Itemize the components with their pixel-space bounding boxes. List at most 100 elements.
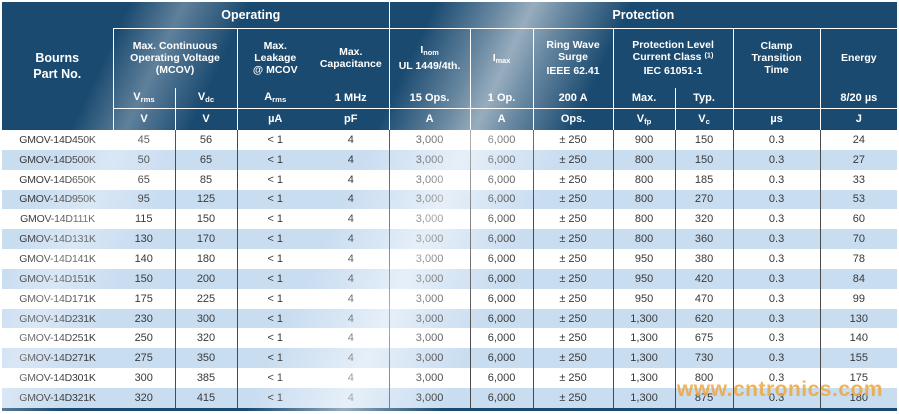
cell-ring-wave: ± 250	[532, 249, 614, 269]
subheader-vfp-max: Max.	[612, 88, 676, 108]
subheader-ring-wave: 200 A	[532, 88, 614, 108]
unit-vfp: Vfp	[612, 107, 676, 130]
cell-vdc: 385	[174, 368, 237, 388]
cell-part-no: GMOV-14D950K	[2, 189, 113, 210]
cell-capacitance: 4	[313, 387, 390, 408]
cell-vc: 380	[674, 249, 734, 269]
cell-inom: 3,000	[388, 268, 471, 289]
cell-capacitance: 4	[313, 169, 390, 190]
cell-clamp-time: 0.3	[732, 209, 821, 230]
cell-clamp-time: 0.3	[732, 308, 821, 329]
cell-vdc: 170	[174, 229, 237, 250]
cell-imax: 6,000	[469, 209, 534, 230]
cell-inom: 3,000	[388, 288, 471, 309]
inom-symbol: Inom	[420, 44, 439, 58]
header-section-row: Bourns Part No. Operating Protection	[2, 2, 898, 130]
cell-clamp-time: 0.3	[732, 288, 821, 309]
cell-ring-wave: ± 250	[532, 149, 614, 170]
cell-ring-wave: ± 250	[532, 130, 614, 150]
table-row: GMOV-14D131K 130 170 < 1 4 3,000 6,000 ±…	[2, 229, 898, 250]
cell-vdc: 180	[174, 249, 237, 269]
cell-vrms: 115	[113, 209, 175, 230]
cell-vfp: 1,300	[612, 328, 676, 349]
table-row: GMOV-14D500K 50 65 < 1 4 3,000 6,000 ± 2…	[2, 149, 898, 170]
cell-capacitance: 4	[313, 268, 390, 289]
cell-vfp: 950	[612, 268, 676, 289]
table-header: Bourns Part No. Operating Protection Max…	[2, 2, 898, 130]
cell-imax: 6,000	[469, 348, 534, 369]
cell-vc: 730	[674, 348, 734, 369]
cell-vfp: 1,300	[612, 368, 676, 388]
cell-imax: 6,000	[469, 288, 534, 309]
cell-part-no: GMOV-14D141K	[2, 249, 113, 269]
subheader-arms: Arms	[236, 88, 313, 108]
cell-arms: < 1	[236, 130, 313, 150]
cell-energy: 155	[819, 348, 898, 369]
cell-part-no: GMOV-14D301K	[2, 368, 113, 388]
subheader-capacitance: 1 MHz	[313, 88, 390, 108]
cell-inom: 3,000	[388, 348, 471, 369]
cell-clamp-time: 0.3	[732, 149, 821, 170]
header-units-row: V V µA pF A A Ops. Vfp Vc µs J	[2, 107, 898, 130]
cell-ring-wave: ± 250	[532, 169, 614, 190]
cell-imax: 6,000	[469, 149, 534, 170]
cell-vc: 420	[674, 268, 734, 289]
cell-vfp: 950	[612, 288, 676, 309]
unit-clamp: µs	[732, 107, 821, 130]
cell-vrms: 150	[113, 268, 175, 289]
cell-ring-wave: ± 250	[532, 387, 614, 408]
cell-vrms: 130	[113, 229, 175, 250]
unit-imax: A	[469, 107, 534, 130]
group-header-inom: Inom UL 1449/4th.	[388, 28, 471, 88]
cell-clamp-time: 0.3	[732, 249, 821, 269]
cell-clamp-time: 0.3	[732, 130, 821, 150]
cell-ring-wave: ± 250	[532, 348, 614, 369]
cell-vrms: 275	[113, 348, 175, 369]
cell-vrms: 65	[113, 169, 175, 190]
unit-energy: J	[819, 107, 898, 130]
cell-inom: 3,000	[388, 169, 471, 190]
cell-vdc: 200	[174, 268, 237, 289]
cell-ring-wave: ± 250	[532, 268, 614, 289]
cell-vc: 470	[674, 288, 734, 309]
cell-vc: 360	[674, 229, 734, 250]
table-row: GMOV-14D251K 250 320 < 1 4 3,000 6,000 ±…	[2, 328, 898, 349]
cell-arms: < 1	[236, 368, 313, 388]
ring-wave-standard: IEEE 62.41	[546, 65, 600, 78]
cell-vrms: 320	[113, 387, 175, 408]
cell-vrms: 230	[113, 308, 175, 329]
imax-symbol: Imax	[492, 51, 511, 65]
watermark-text: www.cntronics.com	[676, 378, 883, 401]
plcc-title: Protection Level Current Class (1)	[632, 38, 714, 64]
group-header-energy: Energy	[819, 28, 898, 88]
part-no-line1: Bourns	[35, 50, 80, 65]
table-row: GMOV-14D271K 275 350 < 1 4 3,000 6,000 ±…	[2, 348, 898, 369]
cell-part-no: GMOV-14D271K	[2, 348, 113, 369]
cell-arms: < 1	[236, 308, 313, 329]
unit-arms: µA	[236, 107, 313, 130]
table-row: GMOV-14D950K 95 125 < 1 4 3,000 6,000 ± …	[2, 189, 898, 210]
cell-clamp-time: 0.3	[732, 348, 821, 369]
cell-vdc: 56	[174, 130, 237, 150]
cell-vfp: 900	[612, 130, 676, 150]
cell-energy: 60	[819, 209, 898, 230]
table-bottom-border	[2, 408, 897, 411]
cell-vfp: 800	[612, 209, 676, 230]
cell-imax: 6,000	[469, 328, 534, 349]
unit-capacitance: pF	[313, 107, 390, 130]
cell-inom: 3,000	[388, 387, 471, 408]
cell-ring-wave: ± 250	[532, 229, 614, 250]
cell-ring-wave: ± 250	[532, 308, 614, 329]
unit-vc: Vc	[674, 107, 734, 130]
cell-imax: 6,000	[469, 387, 534, 408]
cell-vdc: 150	[174, 209, 237, 230]
cell-energy: 84	[819, 268, 898, 289]
cell-capacitance: 4	[313, 288, 390, 309]
cell-clamp-time: 0.3	[732, 229, 821, 250]
cell-imax: 6,000	[469, 308, 534, 329]
group-header-mcov: Max. Continuous Operating Voltage (MCOV)	[112, 28, 237, 88]
cell-vfp: 1,300	[612, 348, 676, 369]
cell-clamp-time: 0.3	[732, 169, 821, 190]
cell-vrms: 250	[113, 328, 175, 349]
